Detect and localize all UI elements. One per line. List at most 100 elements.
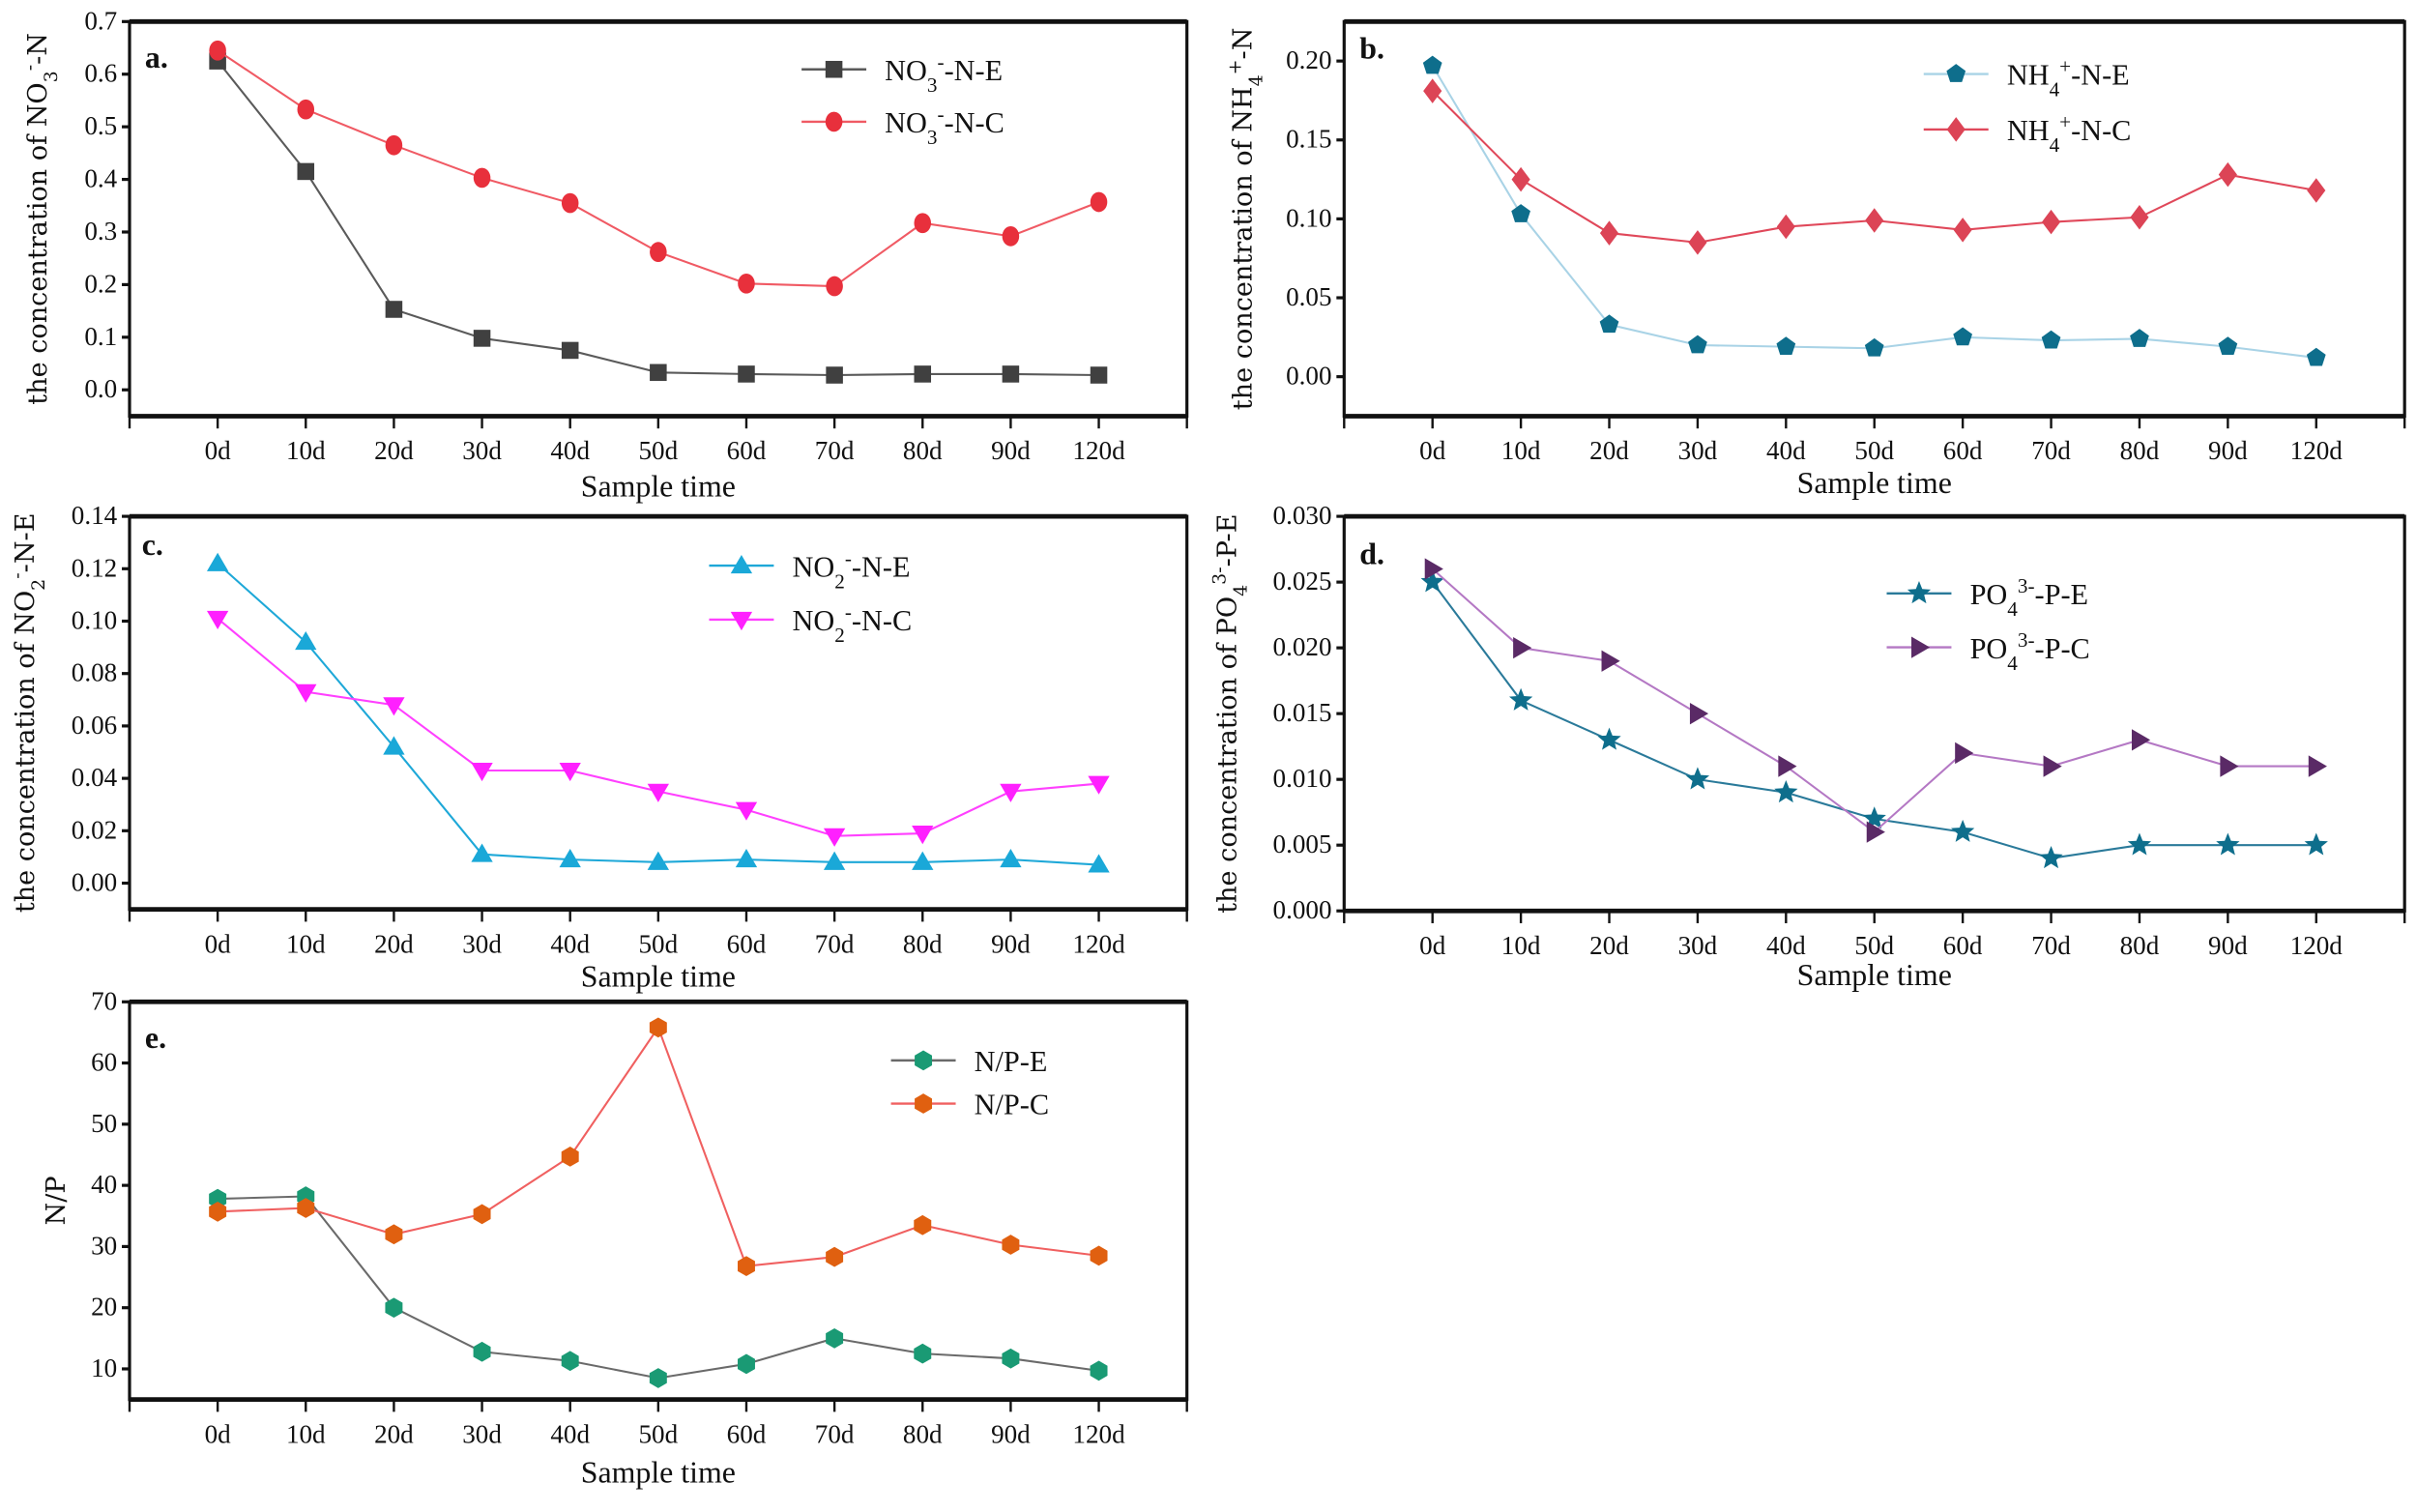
panel-label: d. — [1359, 538, 1384, 571]
legend-label: NO2--N-E — [793, 546, 911, 593]
data-point — [1953, 218, 1972, 243]
legend-label-part: - — [938, 102, 945, 126]
data-point — [471, 843, 493, 862]
x-tick-label: 10d — [1501, 436, 1541, 465]
y-tick-label: 0.0 — [84, 374, 117, 403]
legend-label-part: + — [2059, 55, 2071, 78]
data-point — [1955, 741, 1974, 765]
x-axis-label: Sample time — [1797, 466, 1952, 500]
legend-entry: NH4+-N-E — [1923, 55, 2130, 102]
legend-marker — [1907, 581, 1932, 604]
legend-label-part: 4 — [2007, 652, 2018, 675]
data-point — [295, 683, 317, 703]
data-point — [650, 363, 667, 382]
y-axis-label: the concentration of NH4+-N — [1225, 28, 1267, 411]
data-point — [2218, 336, 2238, 356]
data-point — [473, 167, 491, 189]
panel-a: 0.0 0.1 0.2 0.3 0.4 0.5 0.6 0.7 0d 10d 20d 30d 40d 50… — [19, 6, 1189, 503]
y-tick-label: 0.10 — [72, 605, 117, 634]
y-axis-label-part: + — [1225, 59, 1246, 74]
legend-label-part: N/P-C — [975, 1089, 1049, 1121]
y-axis-label-part: - — [19, 65, 41, 71]
legend-label-part: 4 — [2050, 78, 2060, 102]
data-point — [297, 1198, 315, 1218]
data-point — [473, 1204, 491, 1225]
x-tick-label: 80d — [903, 436, 943, 465]
x-tick-label: 10d — [286, 929, 326, 958]
x-tick-label: 120d — [1072, 929, 1125, 958]
data-point — [649, 1368, 667, 1388]
data-point — [735, 848, 758, 868]
data-point — [1088, 775, 1110, 795]
y-tick-label: 0.05 — [1286, 282, 1331, 311]
data-point — [1088, 854, 1110, 873]
data-point — [473, 330, 491, 347]
data-point — [2039, 846, 2063, 869]
y-tick-label: 0.15 — [1286, 125, 1331, 154]
panel-c: 0.00 0.02 0.04 0.06 0.08 0.10 0.12 0.14 0d 10d 20d… — [7, 501, 1189, 993]
legend-label-part: PO — [1970, 632, 2008, 665]
y-tick-label: 0.12 — [72, 553, 117, 582]
y-tick-label: 0.10 — [1286, 203, 1331, 232]
legend-label-part: + — [2059, 110, 2071, 133]
x-tick-label: 20d — [1589, 931, 1629, 960]
x-tick-label: 80d — [2120, 436, 2160, 465]
x-tick-label: 70d — [815, 436, 855, 465]
data-point — [647, 783, 669, 802]
x-tick-label: 120d — [1072, 436, 1125, 465]
y-tick-label: 0.020 — [1273, 632, 1332, 661]
data-point — [1866, 821, 1885, 843]
y-tick-label: 0.005 — [1273, 829, 1332, 858]
x-tick-label: 40d — [550, 929, 590, 958]
series-E — [1422, 55, 2326, 366]
data-point — [1689, 702, 1709, 725]
data-point — [1420, 569, 1444, 593]
data-point — [2130, 329, 2149, 347]
legend-label-part: 3 — [927, 73, 938, 97]
x-tick-label: 80d — [2120, 931, 2160, 960]
x-tick-label: 0d — [1419, 436, 1446, 465]
x-tick-label: 10d — [1501, 931, 1541, 960]
data-point — [2218, 161, 2237, 188]
legend-label-part: 3- — [2018, 628, 2035, 652]
data-point — [738, 1256, 755, 1277]
data-point — [1685, 767, 1710, 790]
data-point — [826, 1246, 844, 1267]
x-tick-label: 60d — [727, 1419, 767, 1448]
legend-entry: NO3--N-C — [801, 102, 1005, 149]
x-tick-label: 90d — [2208, 436, 2248, 465]
y-axis-label-part: -P-E — [1213, 514, 1243, 567]
y-axis-label-part: 2 — [28, 579, 49, 591]
x-tick-label: 30d — [1678, 436, 1718, 465]
data-point — [1778, 755, 1797, 777]
y-axis-label-part: -N — [23, 33, 53, 65]
data-point — [1862, 806, 1886, 829]
data-point — [2308, 755, 2327, 777]
y-tick-label: 0.14 — [72, 501, 118, 530]
panel-label: b. — [1359, 32, 1384, 66]
y-tick-label: 10 — [91, 1353, 117, 1382]
data-point — [914, 365, 932, 383]
data-point — [471, 763, 493, 782]
legend-marker — [1946, 117, 1966, 142]
legend-label-part: 2 — [834, 569, 845, 593]
data-point — [914, 213, 932, 234]
data-point — [209, 40, 226, 61]
data-point — [826, 1327, 844, 1349]
legend-marker — [825, 60, 843, 78]
series-E — [209, 1186, 1108, 1388]
panel-label: a. — [145, 41, 168, 74]
legend-marker — [1946, 64, 1966, 82]
legend-label-part: NO — [885, 106, 927, 139]
data-point — [1599, 220, 1619, 246]
plot-frame — [128, 19, 1189, 419]
data-point — [1864, 337, 1884, 357]
x-tick-label: 90d — [991, 929, 1031, 958]
x-tick-label: 50d — [639, 436, 679, 465]
data-point — [650, 242, 667, 263]
legend-label-part: - — [845, 546, 852, 569]
legend-marker — [825, 111, 843, 132]
data-point — [2127, 832, 2152, 856]
data-point — [1953, 327, 1972, 346]
legend-label-part: -P-C — [2035, 632, 2090, 665]
